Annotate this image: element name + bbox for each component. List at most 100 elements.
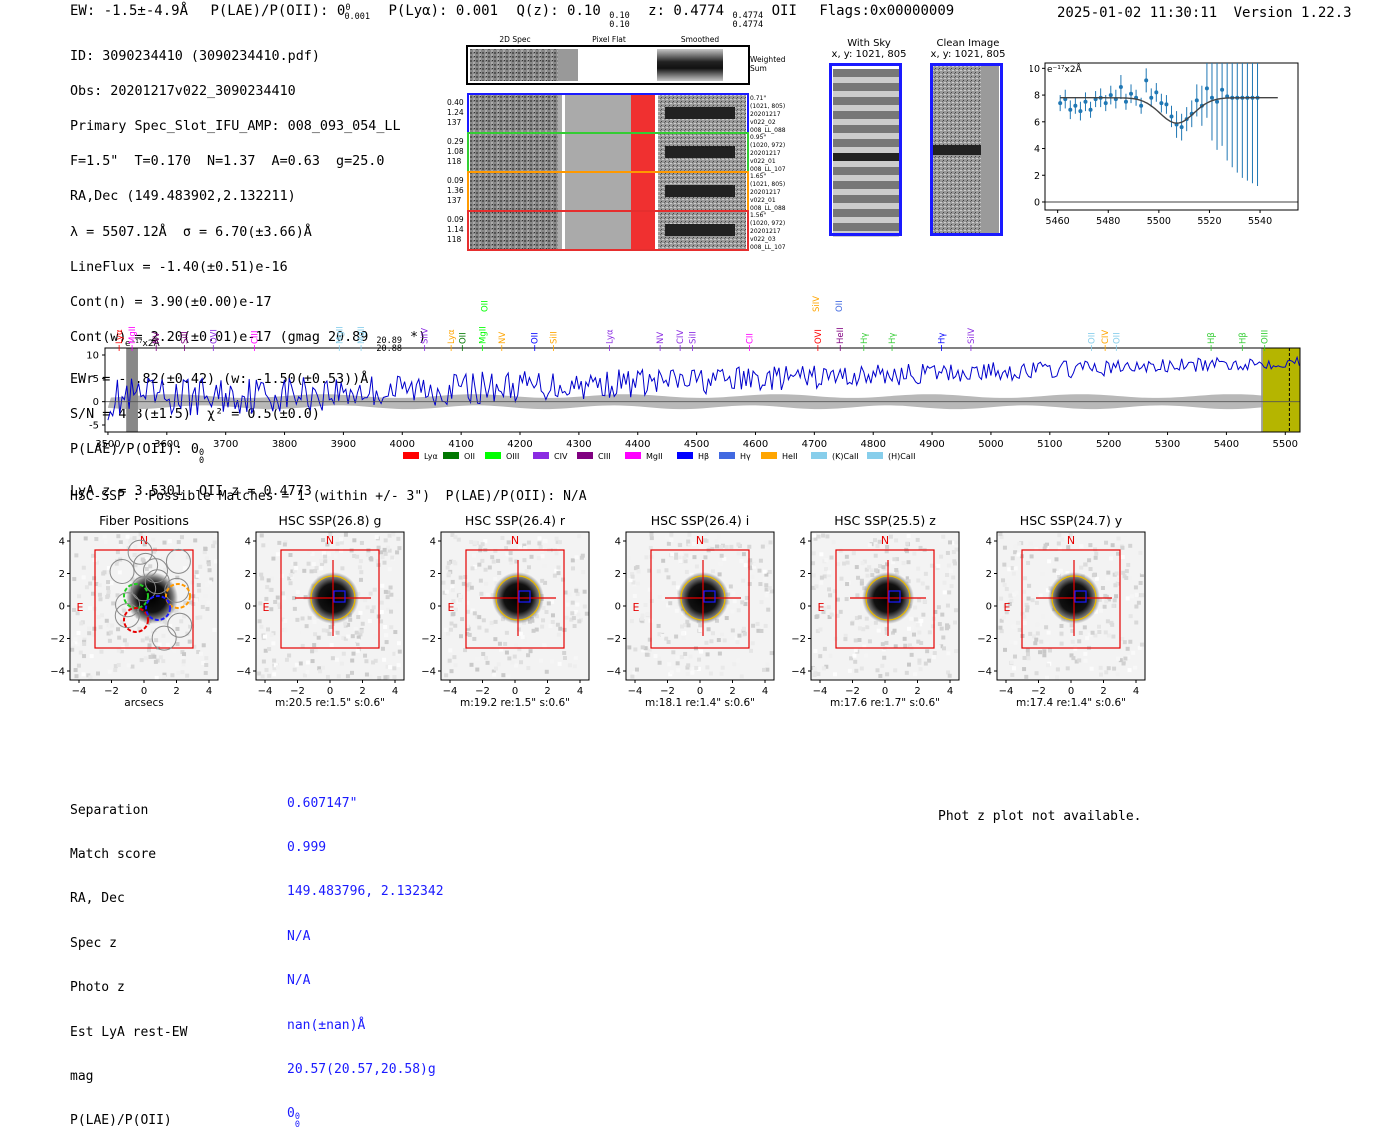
hsc-panel-title: HSC SSP(25.5) z: [834, 513, 936, 528]
spec-xtick-label: 5100: [1037, 439, 1062, 450]
emission-line-label: HeII: [836, 327, 846, 351]
hsc-xtick-label: −2: [290, 686, 305, 697]
svg-text:CIII: CIII: [598, 452, 611, 461]
svg-text:Hγ: Hγ: [888, 333, 898, 344]
info-lineflux: LineFlux = -1.40(±0.51)e-16: [70, 259, 288, 275]
hsc-xtick-label: 2: [173, 686, 179, 697]
hsc-ytick-label: −2: [50, 634, 65, 645]
svg-text:NV: NV: [152, 332, 162, 344]
fiber-circle: [133, 552, 159, 578]
hsc-ytick-label: 0: [59, 602, 65, 613]
svg-text:OVI: OVI: [209, 329, 219, 344]
hsc-xtick-label: −4: [813, 686, 828, 697]
fit-ytick-label: 0: [1034, 197, 1040, 208]
north-label: N: [326, 534, 334, 547]
hsc-panel-caption: m:18.1 re:1.4" s:0.6": [645, 697, 755, 709]
weighted-gap: [558, 49, 578, 81]
hsc-panel: Fiber Positions N E −4 −2 0 2 4 4 2 0 −2 −4 arcsecs: [42, 512, 227, 716]
svg-text:SiII: SiII: [688, 331, 698, 344]
svg-text:Hβ: Hβ: [1207, 332, 1217, 344]
svg-text:SiIV: SiIV: [812, 296, 822, 312]
svg-text:Hγ: Hγ: [860, 333, 870, 344]
legend-item: Hγ: [719, 452, 751, 461]
svg-text:Lyα: Lyα: [605, 329, 615, 344]
svg-text:NV: NV: [498, 332, 508, 344]
aperture-box: [94, 549, 194, 649]
emission-line-label: Hβ: [1207, 332, 1217, 351]
emission-line-label: Hγ: [888, 333, 898, 351]
fit-point: [1144, 78, 1149, 83]
cutout-row-meta: 20201217: [750, 228, 781, 235]
hsc-ytick-label: 0: [430, 602, 436, 613]
sum-label: Sum: [750, 64, 767, 73]
plya-value: P(Lyα): 0.001: [388, 3, 499, 19]
info-id: ID: 3090234410 (3090234410.pdf): [70, 48, 320, 64]
svg-text:CII: CII: [746, 333, 756, 344]
cutout-row-metric: 0.40: [447, 98, 464, 107]
hsc-panel-caption: m:19.2 re:1.5" s:0.6": [460, 697, 570, 709]
hsc-panel: HSC SSP(24.7) y N E −4 −2 0 2 4 4 2 0 −2 −4 m:17.4 re…: [969, 512, 1154, 716]
spec-ytick-label: -5: [89, 421, 99, 432]
fiber-red: [123, 607, 149, 633]
legend-item: CIV: [533, 452, 568, 461]
emission-line-label: SiII: [180, 331, 190, 351]
fit-point: [1159, 101, 1164, 106]
fiber-circle: [115, 592, 141, 618]
hsc-xtick-label: −2: [475, 686, 490, 697]
cutout-row-metric: 137: [447, 196, 462, 205]
hsc-xtick-label: 0: [327, 686, 333, 697]
hsc-ytick-label: 2: [986, 569, 992, 580]
label-radec: RA, Dec: [70, 891, 125, 907]
svg-text:CIV: CIV: [1101, 330, 1111, 344]
spec-xtick-label: 3700: [213, 439, 238, 450]
hsc-ytick-label: 4: [800, 537, 806, 548]
hsc-ytick-label: −4: [606, 667, 621, 678]
info-radec: RA,Dec (149.483902,2.132211): [70, 189, 296, 205]
cutout-row-metric: 0.09: [447, 215, 464, 224]
hsc-ytick-label: 4: [430, 537, 436, 548]
sky-fiber-stripe: [833, 181, 899, 189]
hsc-ytick-label: 4: [986, 537, 992, 548]
emission-line-label: SiII: [550, 331, 560, 351]
fit-ytick-label: 8: [1034, 91, 1040, 102]
hsc-ytick-label: 0: [986, 602, 992, 613]
legend-item: Lyα: [403, 452, 438, 461]
detection-box: [1074, 590, 1087, 603]
svg-text:Lyα: Lyα: [447, 329, 457, 344]
fit-point: [1139, 103, 1144, 108]
fit-axes-frame: [1044, 62, 1299, 211]
hsc-xtick-label: 4: [947, 686, 953, 697]
spec-xtick-label: 4700: [802, 439, 827, 450]
hsc-ytick-label: 4: [615, 537, 621, 548]
fit-data-points: [1058, 63, 1260, 186]
cutout-row-meta: 008_LL_107: [750, 244, 786, 251]
hsc-ytick-label: −4: [50, 667, 65, 678]
svg-text:Hβ: Hβ: [1238, 332, 1248, 344]
fit-point: [1204, 86, 1209, 91]
sky-fiber-gap: [833, 189, 899, 195]
sky-fiber-gap: [833, 147, 899, 153]
svg-text:OII: OII: [481, 300, 491, 312]
cutout-row-meta: 008_LL_088: [750, 127, 786, 134]
weighted-2d: [470, 49, 558, 81]
cutout-row-meta: v022_03: [750, 236, 776, 243]
spec-xtick-label: 4500: [684, 439, 709, 450]
cutout-row-metric: 1.36: [447, 186, 464, 195]
spec-xtick-label: 4800: [860, 439, 885, 450]
spec-xtick-label: 3500: [95, 439, 120, 450]
emission-line-label: OII: [835, 300, 845, 312]
spec-xtick-label: 4200: [507, 439, 532, 450]
spec-xtick-label: 4000: [390, 439, 415, 450]
svg-text:OIII: OIII: [1261, 330, 1271, 344]
label-lya-rest-ew: Est LyA rest-EW: [70, 1024, 188, 1040]
fit-point: [1073, 103, 1078, 108]
cutout-row-metric: 118: [447, 157, 462, 166]
spec-xtick-label: 3800: [272, 439, 297, 450]
spec-scale-label: e⁻¹⁷x2Å: [125, 337, 161, 349]
emission-line-label: SiIV: [967, 328, 977, 351]
emission-line-label: OII: [1112, 332, 1122, 351]
hsc-ytick-label: −2: [977, 634, 992, 645]
hsc-panel-title: Fiber Positions: [99, 513, 189, 528]
emission-line-label: OII: [1088, 332, 1098, 351]
